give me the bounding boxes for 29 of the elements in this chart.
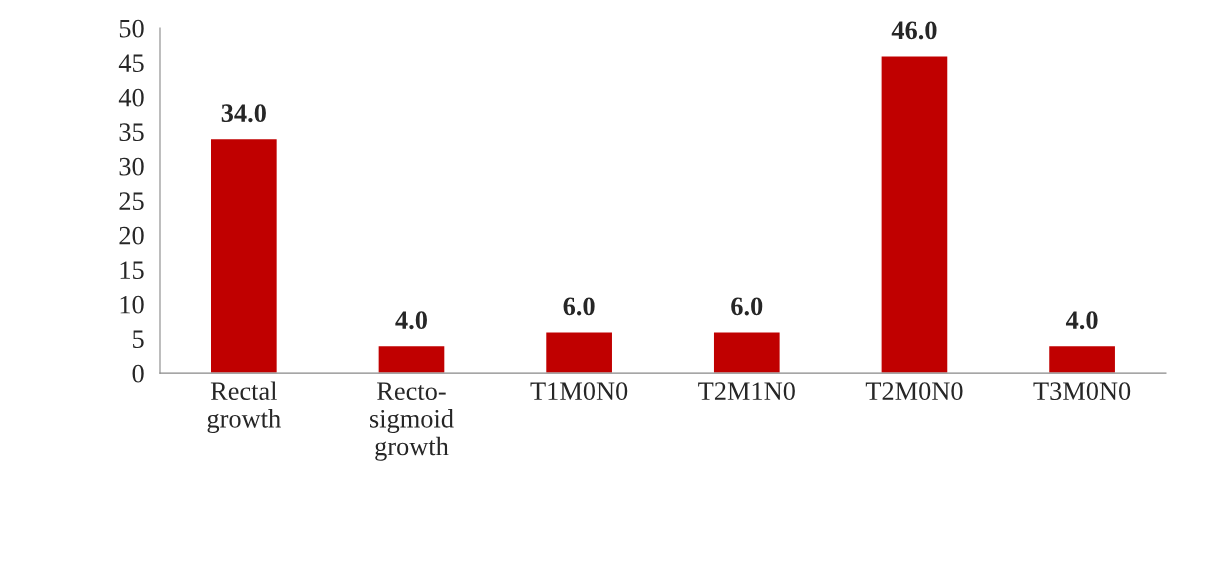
x-tick-label: T1M0N0: [530, 382, 628, 401]
y-tick-label: 5: [133, 330, 144, 349]
bar: [544, 331, 614, 374]
bar: [712, 331, 782, 374]
data-label: 6.0: [731, 297, 763, 316]
data-label: 34.0: [221, 104, 266, 123]
y-tick-label: 35: [119, 123, 144, 142]
y-tick-label: 15: [120, 261, 144, 280]
bar: [209, 137, 279, 374]
y-tick-label: 30: [119, 157, 144, 176]
y-tick-label: 0: [132, 364, 144, 383]
data-label: 46.0: [891, 21, 937, 40]
y-tick-label: 45: [118, 54, 144, 73]
y-tick-label: 50: [119, 19, 144, 38]
y-tick-label: 40: [118, 88, 144, 107]
bar: [880, 55, 949, 374]
bar: [1047, 344, 1117, 374]
y-tick-label: 10: [120, 295, 144, 314]
data-label: 6.0: [563, 297, 595, 316]
y-tick-label: 20: [119, 226, 144, 245]
x-tick-label: T3M0N0: [1033, 382, 1131, 401]
bar: [377, 344, 446, 374]
x-tick-label: Recto-sigmoid growth: [370, 382, 454, 461]
x-tick-label: T2M1N0: [698, 382, 795, 401]
x-tick-label: Rectal growth: [207, 381, 281, 434]
data-label: 4.0: [1065, 311, 1098, 330]
y-tick-label: 25: [119, 192, 144, 211]
data-label: 4.0: [395, 311, 427, 330]
x-tick-label: T2M0N0: [865, 382, 963, 401]
